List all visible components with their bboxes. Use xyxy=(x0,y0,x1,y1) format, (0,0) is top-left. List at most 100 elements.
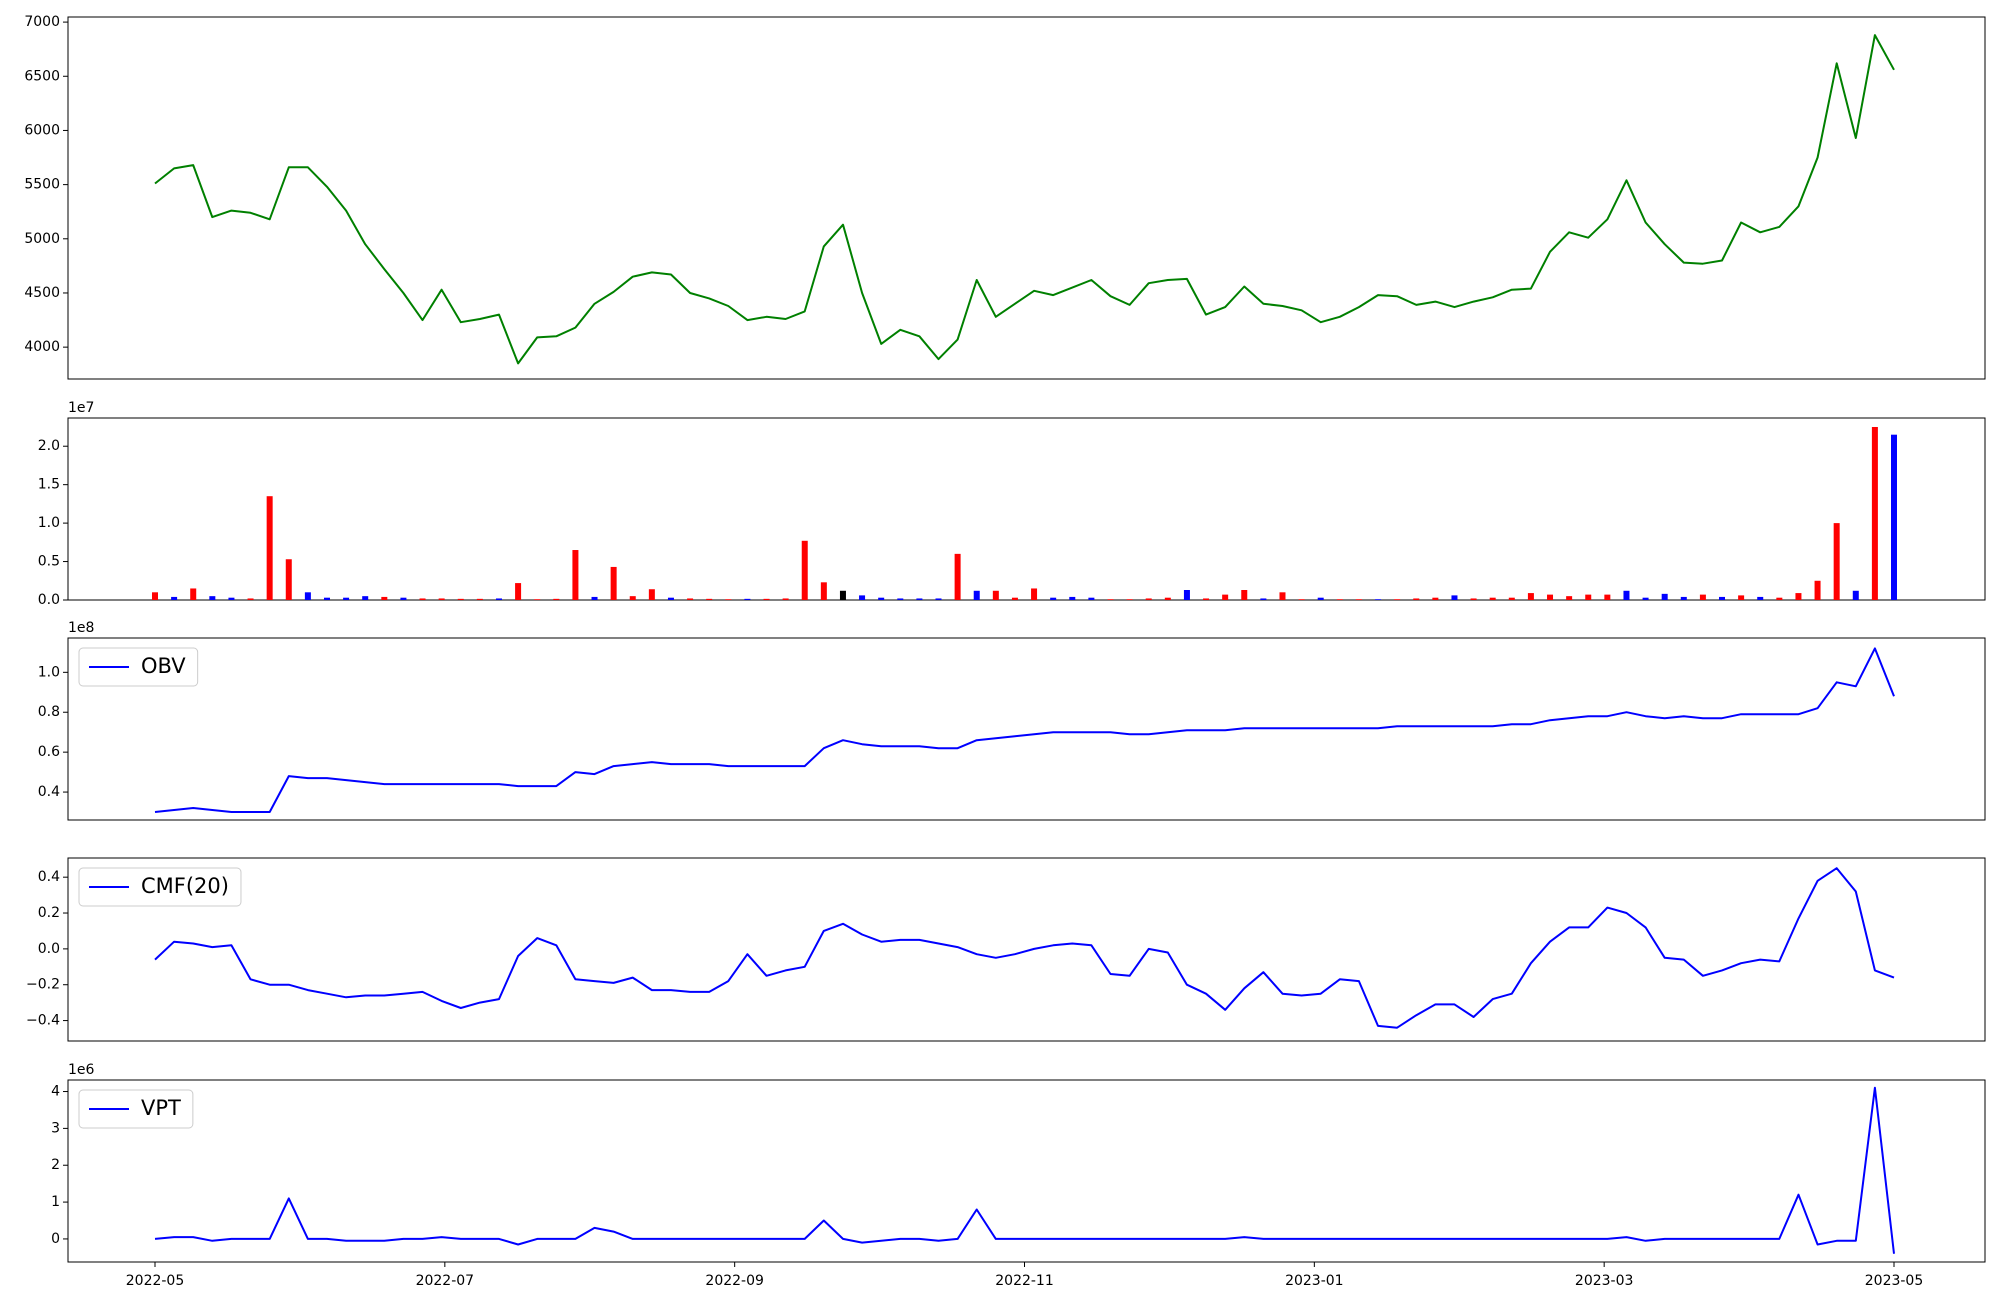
plot-area xyxy=(67,857,1986,1042)
volume-bar xyxy=(1145,598,1152,600)
volume-bar xyxy=(1432,597,1439,600)
volume-bar xyxy=(1757,596,1764,600)
volume-bar xyxy=(1260,598,1267,600)
volume-bar xyxy=(1738,595,1745,600)
volume-bar xyxy=(859,595,866,600)
plot-area xyxy=(67,1079,1986,1263)
legend-label: OBV xyxy=(141,654,186,678)
x-tick-label: 2022-07 xyxy=(416,1273,475,1289)
y-tick-label: 0 xyxy=(51,1231,60,1247)
y-tick-label: 4500 xyxy=(24,285,60,301)
y-tick-label: 6500 xyxy=(24,68,60,84)
volume-bar xyxy=(1566,596,1573,600)
volume-bar xyxy=(1661,593,1668,600)
volume-bar xyxy=(878,597,885,600)
volume-bar xyxy=(1107,599,1114,600)
volume-bar xyxy=(495,598,502,600)
series-line xyxy=(154,647,1895,813)
volume-bar xyxy=(1699,594,1706,600)
volume-bar xyxy=(1413,598,1420,600)
y-tick-label: 0.0 xyxy=(38,941,60,957)
volume-bar xyxy=(648,589,655,600)
volume-bar xyxy=(400,597,407,600)
x-tick-label: 2023-05 xyxy=(1865,1273,1924,1289)
y-tick-label: 1 xyxy=(51,1194,60,1210)
volume-bar xyxy=(706,598,713,600)
legend-label: CMF(20) xyxy=(141,874,229,898)
y-tick-label: 0.4 xyxy=(38,784,60,800)
volume-bar xyxy=(1776,597,1783,600)
volume-bar xyxy=(266,496,273,600)
volume-bar xyxy=(1680,596,1687,600)
axis-offset-label: 1e6 xyxy=(68,1062,95,1078)
volume-bar xyxy=(1279,592,1286,600)
volume-bar xyxy=(916,598,923,600)
y-tick-label: 0.4 xyxy=(38,869,60,885)
volume-bar xyxy=(1719,596,1726,600)
volume-bar xyxy=(152,592,158,600)
volume-bar xyxy=(1451,595,1458,600)
volume-bar xyxy=(419,598,426,600)
volume-bar xyxy=(839,590,846,600)
volume-bar xyxy=(782,598,789,600)
y-tick-label: 3 xyxy=(51,1120,60,1136)
y-tick-label: 2.0 xyxy=(38,438,60,454)
volume-bar xyxy=(1355,599,1362,600)
y-tick-label: 2 xyxy=(51,1157,60,1173)
volume-bar xyxy=(209,596,216,600)
series-line xyxy=(154,34,1895,365)
y-tick-label: 4000 xyxy=(24,339,60,355)
y-tick-label: 4 xyxy=(51,1084,60,1100)
volume-bar xyxy=(744,598,751,600)
volume-bar xyxy=(954,553,961,600)
volume-bar xyxy=(190,588,197,600)
x-tick-label: 2022-11 xyxy=(995,1273,1054,1289)
volume-bar xyxy=(687,598,694,600)
volume-bar xyxy=(629,596,636,600)
volume-bar xyxy=(1336,599,1343,600)
series-line xyxy=(154,867,1895,1029)
volume-bar xyxy=(1871,426,1878,600)
volume-bar xyxy=(610,566,617,600)
volume-bar xyxy=(1222,594,1229,600)
volume-bar xyxy=(1069,596,1076,600)
y-tick-label: 0.8 xyxy=(38,704,60,720)
axis-offset-label: 1e8 xyxy=(68,620,94,636)
volume-bar xyxy=(973,590,980,600)
volume-bar xyxy=(935,598,942,600)
volume-bar xyxy=(801,540,808,600)
legend-box xyxy=(78,867,242,907)
y-tick-label: 5000 xyxy=(24,231,60,247)
volume-bar xyxy=(1508,597,1515,600)
volume-bar xyxy=(1547,594,1554,600)
legend-label: VPT xyxy=(141,1096,181,1120)
volume-bar xyxy=(1604,594,1611,600)
x-tick-label: 2023-03 xyxy=(1575,1273,1634,1289)
volume-bar xyxy=(534,599,541,600)
volume-bar xyxy=(1088,597,1095,600)
plot-area xyxy=(67,417,1986,601)
volume-bar xyxy=(1298,599,1305,600)
volume-bar xyxy=(591,596,598,600)
volume-bar xyxy=(1489,597,1496,600)
volume-bar xyxy=(763,598,770,600)
volume-bar xyxy=(381,596,388,600)
y-tick-label: 0.6 xyxy=(38,744,60,760)
y-tick-label: −0.4 xyxy=(26,1013,60,1029)
volume-bar xyxy=(1050,597,1057,600)
volume-bar xyxy=(1814,580,1821,600)
plot-area xyxy=(67,16,1986,380)
volume-bar xyxy=(1795,593,1802,600)
volume-bar xyxy=(1183,590,1190,600)
x-tick-label: 2022-05 xyxy=(126,1273,185,1289)
volume-bar xyxy=(228,597,235,600)
volume-bar xyxy=(1241,590,1248,600)
volume-bar xyxy=(1642,597,1649,600)
y-tick-label: 1.0 xyxy=(38,515,60,531)
legend-box xyxy=(78,647,199,687)
volume-bar xyxy=(1470,598,1477,600)
y-tick-label: 0.0 xyxy=(38,592,60,608)
volume-bar xyxy=(343,597,350,600)
y-tick-label: 5500 xyxy=(24,177,60,193)
